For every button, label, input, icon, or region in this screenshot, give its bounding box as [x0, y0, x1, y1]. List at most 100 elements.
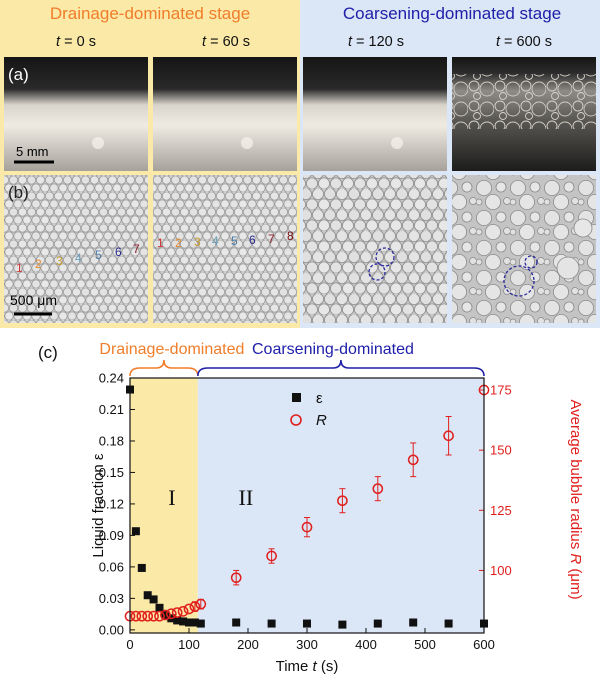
row-b-photos — [4, 175, 596, 323]
series-radius — [124, 384, 490, 622]
data-point-radius — [183, 603, 195, 615]
bubble-label: 3 — [194, 235, 201, 249]
x-tick-label: 300 — [296, 637, 318, 652]
data-point-epsilon — [409, 618, 418, 627]
coarsening-region-label: Coarsening-dominated — [252, 341, 414, 358]
froth-overlay — [452, 74, 596, 129]
tracked-bubbles — [368, 247, 538, 297]
data-point-epsilon — [185, 618, 193, 627]
data-point-radius — [160, 609, 171, 621]
large-bubble — [573, 218, 593, 238]
data-point-radius — [136, 610, 148, 622]
y-left-tick-label: 0.06 — [99, 559, 124, 574]
x-tick-label: 0 — [126, 637, 133, 652]
photo-b-t120 — [303, 175, 447, 323]
data-point-epsilon — [303, 619, 311, 628]
drainage-region-label: Drainage-dominated — [99, 341, 244, 358]
data-point-radius — [148, 610, 159, 622]
data-point-epsilon — [155, 603, 164, 612]
row-a-photos — [4, 57, 596, 171]
data-point-radius — [372, 483, 384, 495]
time-label-600: t = 600 s — [496, 34, 552, 50]
bubble-label: 5 — [95, 248, 102, 262]
x-tick-label: 500 — [414, 637, 436, 652]
legend: ε R — [290, 390, 327, 429]
data-point-epsilon — [131, 527, 140, 536]
region-I-background — [130, 378, 198, 633]
y-left-tick-label: 0.24 — [99, 371, 124, 386]
x-tick-label: 100 — [178, 637, 200, 652]
large-bubble — [556, 256, 580, 280]
scale-label-a: 5 mm — [16, 144, 49, 159]
tracked-bubble — [524, 255, 538, 269]
y-left-tick-label: 0.09 — [99, 528, 124, 543]
y-right-tick-label: 150 — [490, 443, 512, 458]
y-left-axis-title: Liquid fraction ε — [90, 453, 107, 558]
data-point-radius — [130, 610, 142, 622]
drainage-brace — [129, 359, 199, 377]
photo-a-t0 — [4, 57, 148, 171]
region-II-label: II — [239, 485, 254, 510]
bubble-label: 4 — [212, 234, 219, 248]
y-right-tick-label: 175 — [490, 383, 512, 398]
time-label-120: t = 120 s — [348, 34, 404, 50]
drainage-stage-title: Drainage-dominated stage — [50, 4, 250, 23]
data-point-radius — [171, 607, 183, 618]
legend-label-epsilon: ε — [316, 390, 323, 407]
data-point-radius — [230, 572, 242, 584]
plot-frame — [129, 377, 485, 634]
x-axis-title: Time t (s) — [276, 658, 339, 675]
data-point-epsilon — [143, 591, 152, 600]
bubble-label: 3 — [56, 254, 63, 268]
bubble-label: 7 — [268, 232, 275, 246]
bubble-label: 5 — [231, 234, 238, 248]
x-tick-label: 400 — [355, 637, 377, 652]
panel-label-b: (b) — [8, 183, 29, 202]
y-left-tick-label: 0.12 — [99, 496, 124, 511]
reflection-spot — [241, 137, 253, 149]
y-left-tick-label: 0.18 — [99, 433, 124, 448]
data-point-radius — [142, 610, 154, 622]
legend-label-radius: R — [316, 412, 327, 429]
data-point-epsilon — [149, 595, 158, 604]
tracked-bubble — [375, 247, 395, 267]
bubble-label: 7 — [133, 242, 140, 256]
data-point-radius — [301, 521, 313, 533]
bubble-label: 2 — [175, 236, 182, 250]
data-point-radius — [165, 608, 177, 620]
data-point-epsilon — [161, 611, 170, 620]
bubble-label: 8 — [287, 229, 294, 243]
scale-label-b: 500 μm — [10, 292, 57, 308]
data-point-epsilon — [444, 619, 453, 628]
region-I-label: I — [168, 485, 175, 510]
photo-b-t600 — [452, 175, 596, 323]
y-right-tick-label: 100 — [490, 563, 512, 578]
data-point-epsilon — [373, 619, 382, 628]
x-tick-label: 600 — [473, 637, 495, 652]
tracked-bubble — [368, 263, 386, 281]
x-tick-label: 200 — [237, 637, 259, 652]
data-point-epsilon — [190, 618, 199, 627]
y-left-tick-label: 0.21 — [99, 402, 124, 417]
legend-marker-epsilon — [292, 393, 301, 402]
data-point-epsilon — [173, 616, 182, 625]
coarsening-brace — [197, 359, 485, 377]
panel-label-a: (a) — [8, 65, 29, 84]
bubble-label: 1 — [157, 236, 164, 250]
photo-a-t60 — [153, 57, 297, 171]
reflection-spot — [391, 137, 403, 149]
y-left-tick-label: 0.00 — [99, 622, 124, 637]
tracked-bubble — [503, 265, 535, 297]
bubble-label: 6 — [249, 233, 256, 247]
data-point-radius — [177, 605, 189, 617]
time-label-60: t = 60 s — [202, 34, 250, 50]
data-point-epsilon — [196, 619, 205, 628]
bubble-label: 1 — [16, 261, 23, 275]
photo-a-t120 — [303, 57, 447, 171]
bubble-labels-t60: 1 2 3 4 5 6 7 8 — [157, 229, 294, 250]
chart-panel-c: Drainage-dominated Coarsening-dominated … — [90, 341, 584, 675]
coarsening-stage-title: Coarsening-dominated stage — [343, 4, 561, 23]
bubble-labels-t0: 1 2 3 4 5 6 7 — [16, 242, 140, 275]
y-right-axis-title: Average bubble radius R (μm) — [567, 399, 584, 599]
